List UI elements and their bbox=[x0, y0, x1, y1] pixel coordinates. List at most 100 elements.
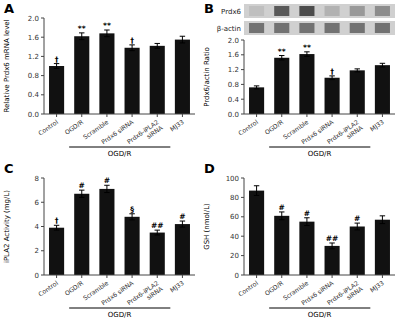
group-label: OGD/R bbox=[108, 311, 132, 319]
x-tick bbox=[132, 114, 133, 117]
x-tick-label: Control bbox=[237, 279, 260, 298]
significance-marker: ** bbox=[78, 24, 86, 33]
x-tick-label: OGD/R bbox=[263, 279, 285, 297]
blot-band bbox=[274, 6, 289, 16]
y-tick-label: 40 bbox=[230, 233, 239, 241]
y-tick-label: 2 bbox=[35, 247, 39, 255]
bars bbox=[249, 186, 390, 275]
x-tick-label: MJ33 bbox=[369, 118, 386, 133]
y-tick-label: 0.4 bbox=[28, 91, 40, 99]
panel-label: D bbox=[204, 161, 215, 176]
group-label: OGD/R bbox=[308, 311, 332, 319]
x-tick bbox=[132, 275, 133, 278]
bars bbox=[49, 185, 190, 275]
bar bbox=[175, 40, 190, 114]
blot-row bbox=[244, 4, 395, 18]
group-label: OGD/R bbox=[308, 150, 332, 158]
blot-band bbox=[375, 6, 390, 16]
blot-band bbox=[249, 6, 264, 16]
x-tick bbox=[106, 114, 107, 117]
x-tick bbox=[81, 114, 82, 117]
error-bar bbox=[129, 45, 134, 51]
x-tick bbox=[256, 275, 257, 278]
x-tick bbox=[56, 275, 57, 278]
blot-band bbox=[350, 6, 365, 16]
blot-label: Prdx6 bbox=[221, 8, 241, 16]
bar bbox=[325, 78, 340, 114]
bars bbox=[49, 30, 190, 114]
significance-marker: ** bbox=[303, 43, 311, 52]
significance-marker: ## bbox=[326, 234, 339, 243]
panel-label: A bbox=[4, 1, 14, 16]
error-bar bbox=[155, 43, 160, 48]
bars bbox=[249, 52, 390, 114]
error-bar bbox=[54, 225, 59, 230]
blot-band bbox=[249, 23, 264, 33]
x-tick bbox=[332, 275, 333, 278]
error-bar bbox=[380, 216, 385, 224]
y-tick-label: 1.6 bbox=[28, 34, 40, 42]
x-tick bbox=[56, 114, 57, 117]
error-bar bbox=[180, 36, 185, 43]
y-tick-label: 1.6 bbox=[228, 51, 240, 59]
bar bbox=[350, 70, 365, 114]
x-tick bbox=[382, 114, 383, 117]
y-tick-label: 1.2 bbox=[28, 53, 39, 61]
bar bbox=[299, 222, 314, 275]
bar bbox=[125, 217, 140, 275]
x-tick bbox=[306, 275, 307, 278]
blot-band bbox=[375, 23, 390, 33]
panel: A0.00.40.81.21.62.0Relative Prdx6 mRNA l… bbox=[3, 1, 195, 158]
x-tick bbox=[332, 114, 333, 117]
y-tick-label: 80 bbox=[230, 194, 239, 202]
significance-marker: † bbox=[130, 36, 134, 45]
significance-marker: ** bbox=[278, 47, 286, 56]
x-tick-label: Prdx6-iPLA2siRNA bbox=[325, 279, 364, 312]
significance-marker: # bbox=[104, 176, 110, 185]
group-bracket bbox=[269, 308, 370, 309]
panel-label: B bbox=[204, 1, 214, 16]
bar bbox=[99, 189, 114, 275]
bar bbox=[350, 227, 365, 276]
x-tick-label: Prdx6-iPLA2siRNA bbox=[125, 118, 164, 151]
significance-marker: # bbox=[304, 209, 310, 218]
x-axis-line bbox=[244, 275, 395, 276]
x-axis-line bbox=[44, 275, 195, 276]
error-bar bbox=[254, 186, 259, 196]
bar bbox=[375, 220, 390, 275]
bar bbox=[249, 191, 264, 275]
y-tick-label: 4 bbox=[35, 223, 40, 231]
error-bar bbox=[279, 56, 284, 60]
x-tick-label: OGD/R bbox=[63, 279, 85, 297]
error-bar bbox=[79, 190, 84, 197]
y-axis-line bbox=[44, 178, 45, 275]
y-tick-label: 1.2 bbox=[228, 66, 239, 74]
bar bbox=[299, 54, 314, 114]
error-bar bbox=[79, 33, 84, 40]
y-axis: 02468 bbox=[35, 175, 44, 280]
error-bar bbox=[155, 230, 160, 235]
y-tick-label: 0.8 bbox=[28, 72, 39, 80]
x-tick-label: MJ33 bbox=[169, 118, 186, 133]
y-tick-label: 0.0 bbox=[28, 111, 39, 119]
error-bar bbox=[304, 52, 309, 56]
x-tick bbox=[256, 114, 257, 117]
panel: C02468iPLA2 Activity (mg/L)†##§###Contro… bbox=[3, 161, 195, 319]
error-bar bbox=[355, 223, 360, 230]
x-tick-label: MJ33 bbox=[169, 279, 186, 294]
group-label: OGD/R bbox=[108, 150, 132, 158]
significance-marker: † bbox=[55, 216, 59, 225]
significance-marker: ## bbox=[151, 221, 164, 230]
x-tick-label: OGD/R bbox=[63, 118, 85, 136]
significance-marker: # bbox=[179, 212, 185, 221]
x-tick bbox=[357, 114, 358, 117]
bar bbox=[150, 46, 165, 114]
blot-band bbox=[325, 6, 340, 16]
bar bbox=[74, 36, 89, 114]
bar bbox=[274, 58, 289, 114]
error-bar bbox=[279, 212, 284, 220]
y-axis: 0.00.40.81.21.62.0 bbox=[228, 37, 244, 119]
x-tick bbox=[182, 114, 183, 117]
bar bbox=[74, 194, 89, 275]
y-axis-label: Relative Prdx6 mRNA level bbox=[3, 19, 11, 112]
